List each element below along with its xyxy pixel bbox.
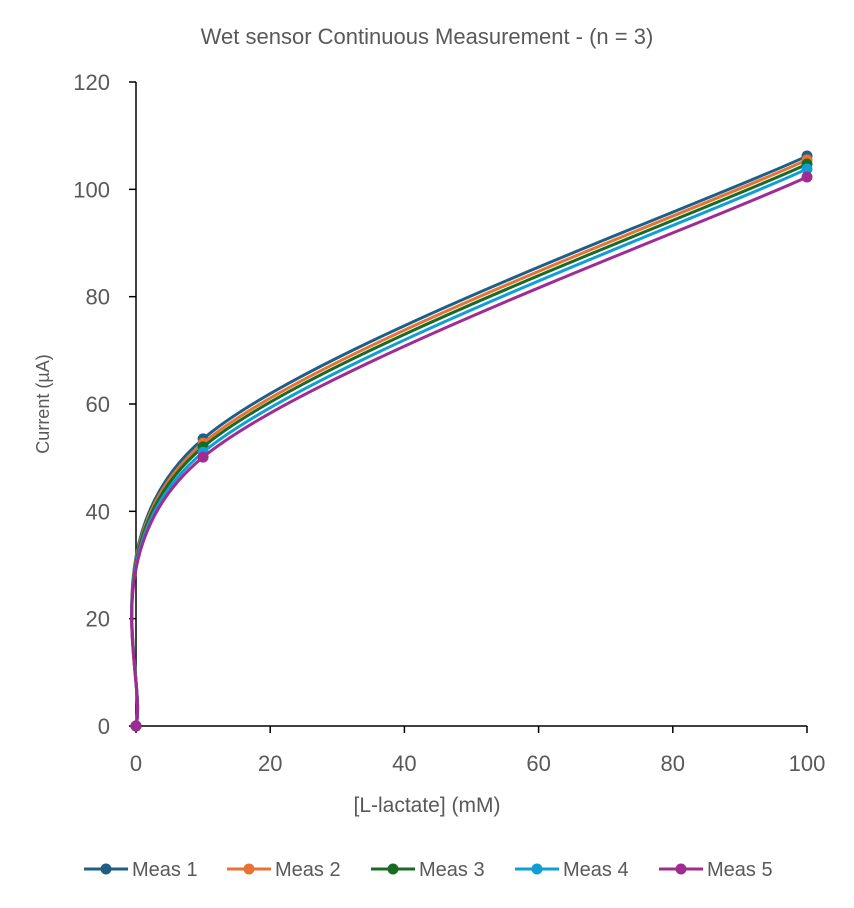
series-line [130, 167, 808, 727]
series-2 [130, 154, 813, 732]
legend-item-3: Meas 3 [371, 859, 485, 881]
series-line [130, 175, 808, 727]
legend-marker [531, 863, 543, 875]
legend-marker [243, 863, 255, 875]
legend-marker [387, 863, 399, 875]
x-axis-label: [L-lactate] (mM) [353, 794, 500, 817]
data-point [130, 720, 142, 732]
x-tick-label: 60 [526, 751, 550, 776]
y-tick-label: 0 [98, 714, 110, 739]
x-tick-label: 100 [789, 751, 826, 776]
y-tick-label: 60 [86, 392, 110, 417]
series-line [130, 162, 808, 727]
legend-item-1: Meas 1 [84, 859, 198, 881]
series-5 [130, 171, 813, 732]
y-tick-label: 20 [86, 607, 110, 632]
legend-label: Meas 5 [707, 859, 773, 881]
legend-item-4: Meas 4 [515, 859, 629, 881]
legend-marker [100, 863, 112, 875]
series-line [130, 154, 808, 727]
legend-item-5: Meas 5 [659, 859, 773, 881]
x-tick-label: 80 [661, 751, 685, 776]
y-axis-label: Current (µA) [33, 354, 53, 453]
legend-label: Meas 3 [419, 859, 485, 881]
series-line [130, 158, 808, 727]
series-1 [130, 150, 813, 732]
y-tick-label: 40 [86, 499, 110, 524]
data-point [197, 451, 209, 463]
series-3 [130, 158, 813, 732]
data-point [801, 163, 813, 175]
legend-marker [675, 863, 687, 875]
y-tick-label: 80 [86, 285, 110, 310]
x-tick-label: 20 [258, 751, 282, 776]
y-tick-label: 120 [73, 70, 110, 95]
x-tick-label: 0 [130, 751, 142, 776]
x-tick-label: 40 [392, 751, 416, 776]
data-point [801, 171, 813, 183]
legend-label: Meas 1 [132, 859, 198, 881]
series-4 [130, 163, 813, 732]
chart-title: Wet sensor Continuous Measurement - (n =… [201, 24, 654, 49]
legend-label: Meas 4 [563, 859, 629, 881]
legend-item-2: Meas 2 [227, 859, 341, 881]
y-tick-label: 100 [73, 177, 110, 202]
legend-label: Meas 2 [275, 859, 341, 881]
